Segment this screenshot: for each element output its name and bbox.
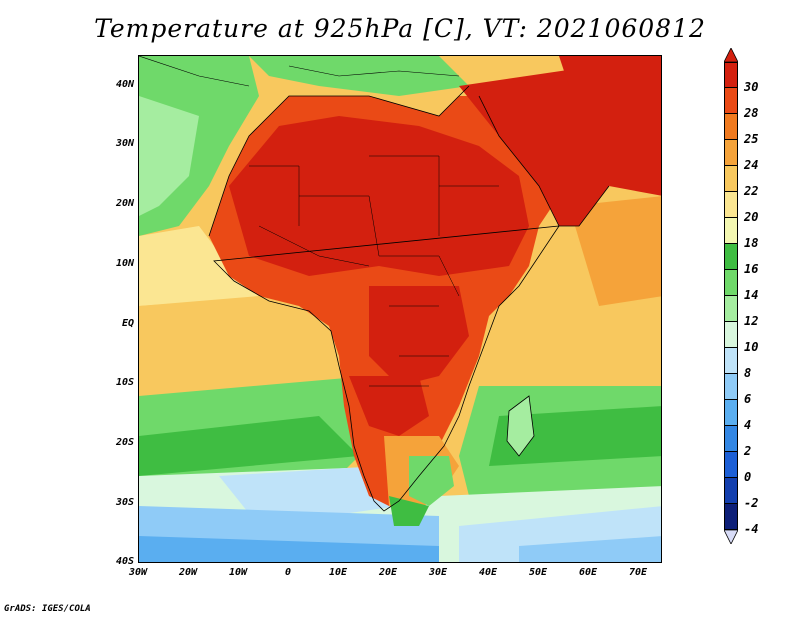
colorbar-swatch (724, 114, 738, 140)
lon-label: 20E (378, 567, 398, 578)
colorbar-label: 12 (744, 314, 759, 328)
lat-label: EQ (121, 318, 134, 329)
temperature-map (138, 55, 662, 563)
lon-label: 60E (578, 567, 598, 578)
lat-label: 40N (115, 79, 134, 90)
colorbar-label: 20 (744, 210, 759, 224)
colorbar-label: 0 (744, 470, 752, 484)
colorbar-swatch (724, 426, 738, 452)
colorbar-top-arrow (724, 48, 738, 62)
colorbar-label: 24 (744, 158, 759, 172)
colorbar-label: 25 (744, 132, 759, 146)
colorbar-swatch (724, 348, 738, 374)
colorbar-label: -2 (744, 496, 759, 510)
colorbar-label: 6 (744, 392, 752, 406)
lat-label: 20N (115, 198, 134, 209)
colorbar-swatch (724, 400, 738, 426)
lat-label: 20S (115, 437, 134, 448)
colorbar-label: 2 (744, 444, 752, 458)
colorbar-swatch (724, 270, 738, 296)
colorbar-swatch (724, 62, 738, 88)
colorbar-swatch (724, 192, 738, 218)
lat-label: 40S (115, 556, 134, 567)
lat-label: 30N (115, 138, 134, 149)
colorbar-swatch (724, 374, 738, 400)
lon-label: 50E (528, 567, 548, 578)
colorbar-label: 30 (744, 80, 759, 94)
colorbar-label: 28 (744, 106, 759, 120)
lon-label: 30W (128, 567, 148, 578)
colorbar-label: 18 (744, 236, 759, 250)
lat-label: 10N (115, 258, 134, 269)
lon-label: 10W (228, 567, 248, 578)
colorbar-label: 4 (744, 418, 752, 432)
colorbar-swatch (724, 478, 738, 504)
map-field (139, 56, 661, 562)
colorbar-swatch (724, 140, 738, 166)
colorbar-label: -4 (744, 522, 759, 536)
colorbar-swatch (724, 218, 738, 244)
lon-label: 30E (428, 567, 448, 578)
colorbar-swatch (724, 88, 738, 114)
lon-label: 40E (478, 567, 498, 578)
lon-label: 70E (628, 567, 648, 578)
lat-label: 30S (115, 497, 134, 508)
lon-label: 10E (328, 567, 348, 578)
colorbar-label: 10 (744, 340, 759, 354)
colorbar-label: 22 (744, 184, 759, 198)
lon-label: 20W (178, 567, 198, 578)
map-title: Temperature at 925hPa [C], VT: 202106081… (94, 14, 706, 43)
colorbar-swatch (724, 296, 738, 322)
colorbar-label: 16 (744, 262, 759, 276)
colorbar-label: 8 (744, 366, 752, 380)
colorbar-swatch (724, 244, 738, 270)
colorbar-bottom-arrow (724, 530, 738, 544)
colorbar-swatch (724, 166, 738, 192)
colorbar-swatch (724, 452, 738, 478)
lat-label: 10S (115, 377, 134, 388)
colorbar-swatch (724, 504, 738, 530)
grads-credit: GrADS: IGES/COLA (4, 604, 91, 614)
colorbar-label: 14 (744, 288, 759, 302)
colorbar-swatch (724, 322, 738, 348)
lon-label: 0 (284, 567, 292, 578)
